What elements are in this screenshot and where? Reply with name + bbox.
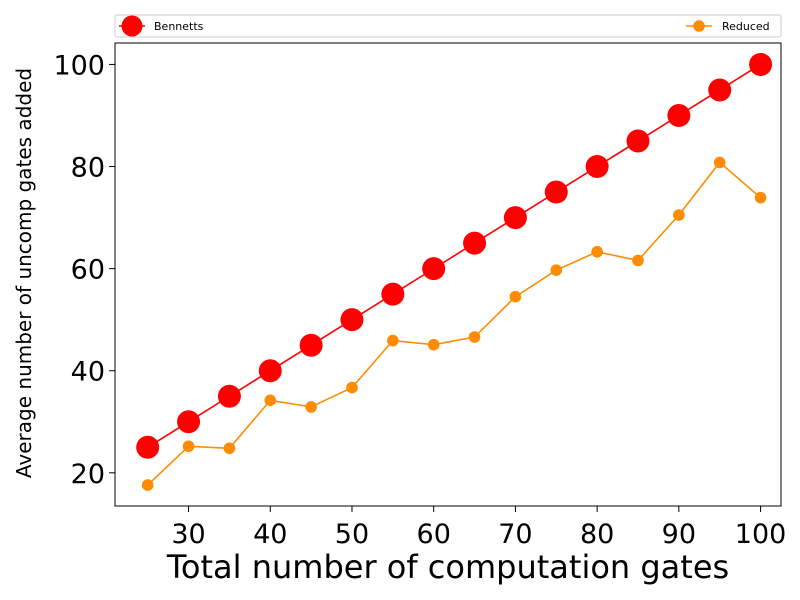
data-point-reduced xyxy=(387,334,399,347)
data-point-bennetts xyxy=(544,180,568,204)
y-tick-label: 40 xyxy=(71,357,105,388)
data-point-reduced xyxy=(754,191,767,204)
data-point-reduced xyxy=(346,381,358,394)
data-point-bennetts xyxy=(422,257,446,281)
x-tick-label: 80 xyxy=(580,519,614,550)
data-point-bennetts xyxy=(381,282,405,306)
legend-frame xyxy=(114,14,782,38)
data-point-reduced xyxy=(427,338,440,351)
data-point-bennetts xyxy=(299,333,323,357)
y-axis-title: Average number of uncomp gates added xyxy=(12,68,36,478)
data-point-bennetts xyxy=(340,308,364,332)
legend: Bennetts Reduced xyxy=(114,14,782,38)
plot-area-frame xyxy=(114,42,782,507)
series-line-reduced xyxy=(147,161,762,486)
series-layer xyxy=(136,52,773,491)
x-tick-label: 90 xyxy=(662,519,696,550)
data-point-reduced xyxy=(632,254,644,267)
data-point-reduced xyxy=(713,156,726,169)
legend-marker-bennetts xyxy=(121,15,143,37)
data-point-reduced xyxy=(223,442,236,455)
data-point-bennetts xyxy=(136,435,160,459)
x-tick-label: 60 xyxy=(417,519,451,550)
legend-label-bennetts: Bennetts xyxy=(154,20,204,33)
data-point-reduced xyxy=(591,245,603,258)
x-tick-label: 100 xyxy=(735,519,787,550)
data-point-bennetts xyxy=(217,384,241,408)
data-point-reduced xyxy=(141,479,154,491)
data-point-reduced xyxy=(673,209,685,221)
data-point-bennetts xyxy=(503,206,527,230)
data-point-reduced xyxy=(264,394,277,407)
data-point-reduced xyxy=(550,264,563,276)
data-point-reduced xyxy=(305,401,317,413)
legend-label-reduced: Reduced xyxy=(722,20,770,33)
x-axis-ticks: 30 40 50 60 70 80 90 100 xyxy=(171,506,786,550)
y-tick-label: 100 xyxy=(53,50,105,81)
series-line-bennetts xyxy=(147,63,761,448)
data-point-bennetts xyxy=(667,103,691,127)
y-tick-label: 20 xyxy=(71,459,105,490)
data-point-bennetts xyxy=(177,410,201,434)
x-tick-label: 50 xyxy=(335,519,369,550)
data-point-bennetts xyxy=(585,155,609,179)
legend-marker-reduced xyxy=(693,20,705,32)
x-tick-label: 70 xyxy=(498,519,532,550)
data-point-bennetts xyxy=(463,231,487,255)
x-tick-label: 30 xyxy=(171,519,205,550)
x-axis-title: Total number of computation gates xyxy=(166,548,729,586)
data-point-reduced xyxy=(468,331,481,343)
data-point-bennetts xyxy=(626,129,650,153)
data-point-reduced xyxy=(509,290,522,303)
x-tick-label: 40 xyxy=(253,519,287,550)
data-point-reduced xyxy=(182,440,195,453)
data-point-bennetts xyxy=(258,359,282,383)
data-point-bennetts xyxy=(708,78,732,102)
data-point-bennetts xyxy=(749,52,773,76)
y-tick-label: 60 xyxy=(71,255,105,286)
y-tick-label: 80 xyxy=(71,153,105,184)
y-axis-ticks: 20 40 60 80 100 xyxy=(53,50,115,490)
